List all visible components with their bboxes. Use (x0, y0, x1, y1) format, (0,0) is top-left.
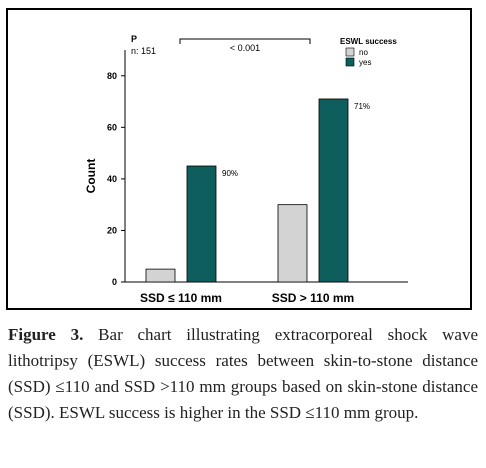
y-tick-label: 20 (107, 225, 117, 235)
legend-title: ESWL success (340, 37, 397, 46)
bar-yes (318, 98, 349, 283)
figure-frame: P n: 151 < 0.001 ESWL success no yes Coun… (6, 8, 472, 310)
legend-swatch-yes (345, 57, 355, 67)
y-tick-label: 0 (112, 277, 117, 287)
legend-label-no: no (359, 48, 368, 57)
data-label: 71% (354, 102, 370, 111)
bar-no (145, 268, 176, 283)
figure-caption: Figure 3. Bar chart illustrating extraco… (8, 322, 478, 426)
significance-bracket (179, 38, 311, 44)
legend-swatch-no (345, 47, 355, 57)
y-tick-label: 40 (107, 174, 117, 184)
legend-label-yes: yes (359, 58, 371, 67)
y-axis-label: Count (84, 159, 98, 194)
bar-yes (186, 165, 217, 283)
x-axis-ticks: SSD ≤ 110 mm SSD > 110 mm (140, 291, 354, 305)
x-tick-label: SSD > 110 mm (272, 291, 354, 305)
x-tick-label: SSD ≤ 110 mm (140, 291, 222, 305)
caption-label: Figure 3. (8, 325, 84, 344)
n-label: n: 151 (131, 46, 156, 56)
y-axis-ticks: 0 20 40 60 80 (107, 71, 125, 287)
significance-label: < 0.001 (230, 43, 260, 53)
data-label: 90% (222, 169, 238, 178)
p-label: P (131, 34, 137, 44)
bars: 90% 71% (145, 98, 370, 283)
y-tick-label: 80 (107, 71, 117, 81)
caption-text: Bar chart illustrating extracorporeal sh… (8, 325, 478, 422)
bar-no (277, 204, 308, 283)
y-tick-label: 60 (107, 122, 117, 132)
